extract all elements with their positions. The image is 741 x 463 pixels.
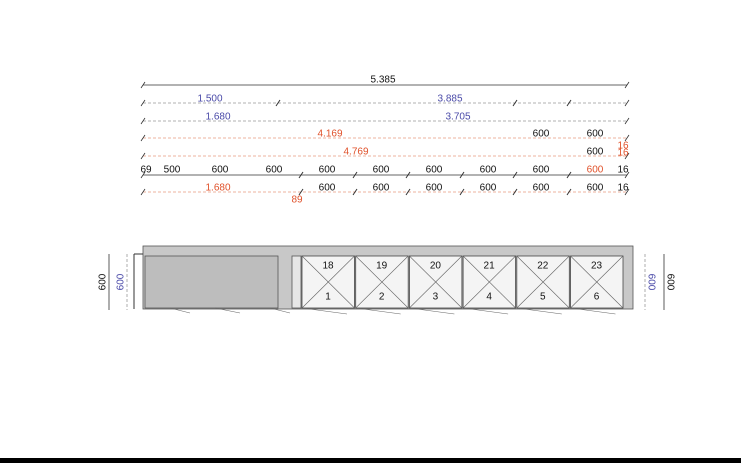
dimension-tick (624, 188, 630, 196)
dimension-label: 5.385 (370, 75, 395, 86)
side-dimension-label: 600 (645, 274, 656, 291)
cabinet-number: 21 (484, 261, 496, 272)
dimension-tick (405, 171, 411, 179)
dimension-label: 3.705 (445, 112, 470, 123)
cabinet-number: 5 (540, 292, 546, 303)
cabinet-number: 18 (322, 261, 334, 272)
dimension-label: 600 (319, 183, 336, 194)
tall-block (144, 255, 279, 309)
dimension-label: 4.169 (317, 129, 342, 140)
dimension-label: 600 (212, 165, 229, 176)
dimension-tick (624, 134, 630, 142)
cabinet-cross (462, 255, 516, 309)
dimension-lines (108, 81, 665, 310)
dimension-label: 16 (617, 141, 629, 152)
door-swing (301, 307, 348, 315)
cabinet-number: 19 (376, 261, 388, 272)
dimension-label: 600 (426, 183, 443, 194)
dimension-tick (298, 188, 304, 196)
dimension-label: 600 (266, 165, 283, 176)
side-dimension-label: 600 (98, 273, 109, 290)
dimension-tick (352, 171, 358, 179)
door-swing (463, 307, 509, 315)
dimension-tick (624, 117, 630, 125)
cabinet-cross (355, 255, 409, 309)
dimension-tick (624, 152, 630, 160)
dimension-label: 600 (373, 183, 390, 194)
dimension-label: 500 (164, 165, 181, 176)
dimension-label: 600 (587, 147, 604, 158)
side-dimension-label: 600 (116, 273, 127, 290)
door-swing (516, 307, 562, 315)
cabinet-number: 20 (430, 261, 442, 272)
dimension-label: 1.680 (205, 112, 230, 123)
dimension-tick (352, 188, 358, 196)
filler (291, 255, 302, 309)
dimension-tick (566, 99, 572, 107)
dimension-tick (298, 171, 304, 179)
cabinet-number: 23 (591, 261, 603, 272)
dimension-tick (566, 171, 572, 179)
dimension-label: 600 (533, 183, 550, 194)
dimension-label: 1.680 (205, 183, 230, 194)
dimension-tick (459, 171, 465, 179)
cabinet-cross (301, 255, 355, 309)
side-dimension-label: 600 (664, 274, 675, 291)
dimension-tick (140, 171, 146, 179)
dimension-label: 600 (587, 183, 604, 194)
dimension-tick (624, 81, 630, 89)
dimension-label: 69 (140, 165, 152, 176)
dimension-tick (140, 117, 146, 125)
dimension-label: 600 (480, 183, 497, 194)
dimension-label: 600 (587, 129, 604, 140)
dimension-tick (140, 81, 146, 89)
dimension-tick (405, 188, 411, 196)
dimension-label: 89 (291, 195, 303, 206)
dimension-tick (140, 99, 146, 107)
dimension-label: 3.885 (437, 94, 462, 105)
cabinet-number: 1 (325, 292, 331, 303)
cabinet-number: 6 (594, 292, 600, 303)
dimension-label: 600 (533, 129, 550, 140)
dimension-label: 16 (617, 165, 629, 176)
dimension-label: 600 (373, 165, 390, 176)
dimension-label: 600 (480, 165, 497, 176)
plan (133, 245, 634, 315)
dimension-label: 600 (319, 165, 336, 176)
dimension-tick (512, 188, 518, 196)
dimension-tick (140, 134, 146, 142)
dimension-tick (566, 188, 572, 196)
dimension-label: 600 (587, 165, 604, 176)
bottom-bar (0, 458, 741, 463)
dimension-tick (512, 171, 518, 179)
dimension-tick (459, 188, 465, 196)
dimension-tick (512, 99, 518, 107)
door-swing (214, 307, 241, 314)
door-swing (570, 307, 616, 315)
dimension-label: 600 (533, 165, 550, 176)
dimension-label: 600 (426, 165, 443, 176)
cabinet-number: 2 (379, 292, 385, 303)
cabinet-cross (516, 255, 570, 309)
door-swing (355, 307, 401, 315)
cabinet-number: 3 (433, 292, 439, 303)
dimension-tick (624, 171, 630, 179)
door-swing (409, 307, 455, 315)
dimension-tick (140, 152, 146, 160)
cabinet-number: 22 (537, 261, 549, 272)
dimension-label: 1.500 (197, 94, 222, 105)
cabinet-number: 4 (486, 292, 492, 303)
dimension-tick (624, 99, 630, 107)
dimension-tick (275, 99, 281, 107)
dimension-label: 4.769 (343, 147, 368, 158)
door-swing (269, 307, 291, 314)
cabinet-cross (409, 255, 463, 309)
cabinet-cross (570, 255, 624, 309)
door-swing (169, 307, 191, 314)
dimension-tick (140, 188, 146, 196)
dimension-label: 16 (617, 148, 629, 159)
dimension-label: 16 (617, 183, 629, 194)
